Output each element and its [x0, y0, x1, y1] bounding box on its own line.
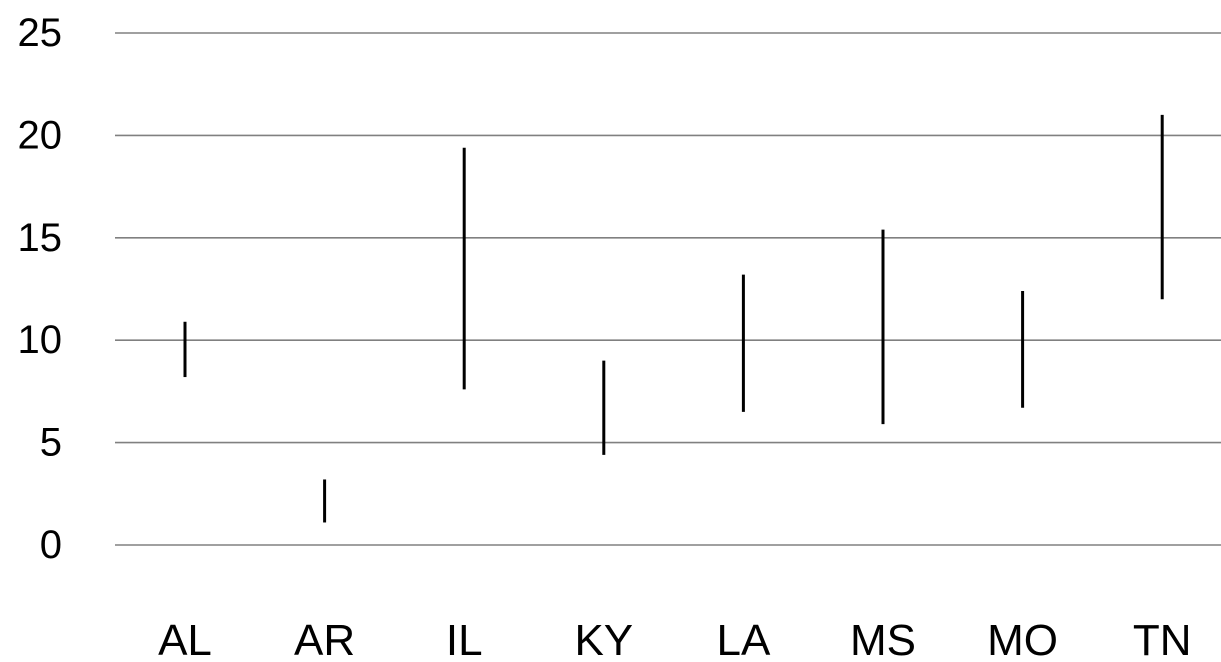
x-category-label: AR [294, 616, 355, 662]
range-bars [183, 114, 1164, 523]
y-axis-tick-labels: 0 5 10 15 20 25 [18, 11, 63, 567]
x-category-label: MO [987, 616, 1058, 662]
gridlines [115, 32, 1221, 546]
y-tick-label: 25 [18, 11, 63, 55]
x-category-label: MS [850, 616, 916, 662]
y-tick-label: 10 [18, 318, 63, 362]
x-category-label: TN [1133, 616, 1192, 662]
y-tick-label: 15 [18, 216, 63, 260]
y-tick-label: 5 [40, 421, 62, 465]
x-category-label: AL [158, 616, 212, 662]
x-category-label: LA [716, 616, 770, 662]
x-category-label: KY [574, 616, 633, 662]
y-tick-label: 0 [40, 523, 62, 567]
x-axis-category-labels: AL AR IL KY LA MS MO TN [158, 616, 1191, 662]
y-tick-label: 20 [18, 113, 63, 157]
x-category-label: IL [446, 616, 483, 662]
